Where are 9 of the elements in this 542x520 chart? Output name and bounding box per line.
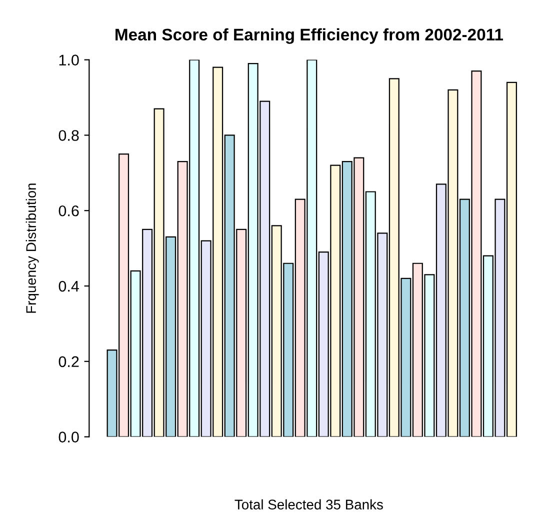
y-axis-title: Frquency Distribution bbox=[26, 184, 39, 313]
y-tick-label: 0.8 bbox=[58, 130, 79, 141]
y-tick-label: 0.2 bbox=[58, 356, 79, 368]
y-tick-label: 1.0 bbox=[59, 54, 79, 66]
x-axis-title: Total Selected 35 Banks bbox=[234, 499, 383, 510]
y-tick-label: 0.6 bbox=[58, 205, 79, 216]
chart-title: Mean Score of Earning Efficiency from 2002-2011 bbox=[116, 28, 504, 44]
y-tick-label: 0.4 bbox=[58, 280, 79, 292]
y-tick-label: 0.0 bbox=[58, 432, 79, 442]
